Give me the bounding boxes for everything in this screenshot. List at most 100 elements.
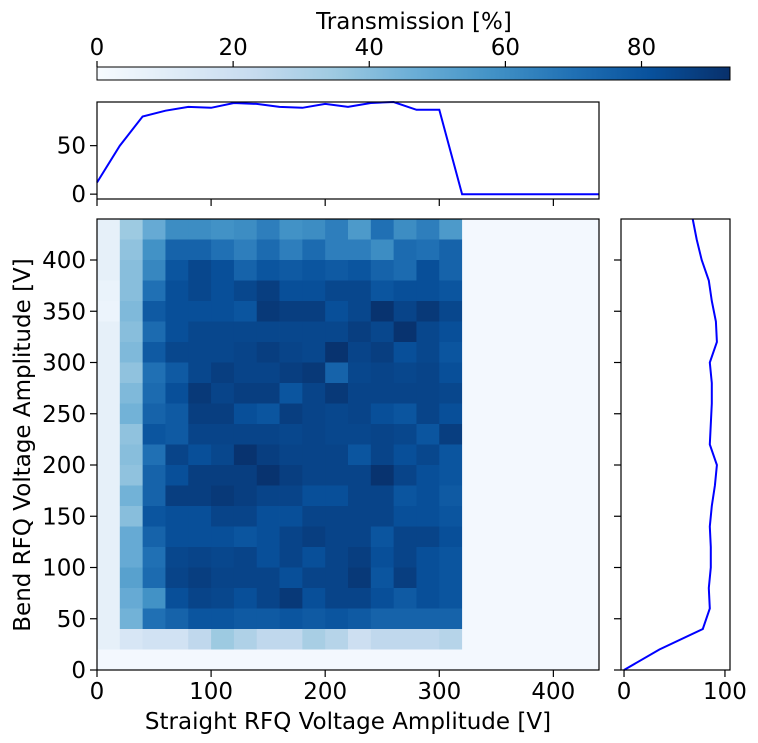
heatmap-cell — [279, 403, 303, 425]
heatmap-cell — [211, 260, 235, 281]
heatmap-cell — [439, 321, 463, 343]
heatmap-cell — [507, 629, 531, 650]
heatmap-cell — [188, 465, 212, 486]
heatmap-cell — [211, 485, 235, 507]
heatmap-cell — [97, 485, 121, 507]
heatmap-cell — [462, 444, 486, 466]
heatmap-cell — [142, 444, 166, 466]
heatmap-cell — [188, 649, 212, 671]
heatmap-cell — [553, 608, 577, 630]
heatmap-cell — [325, 239, 349, 261]
heatmap-cell — [484, 485, 509, 507]
heatmap-cell — [142, 403, 166, 425]
x-tick-label: 0 — [90, 679, 105, 705]
heatmap-cell — [165, 301, 189, 322]
heatmap-cell — [188, 219, 212, 240]
heatmap-cell — [348, 547, 372, 568]
heatmap-cell — [416, 506, 440, 527]
top-plot-frame — [96, 101, 600, 200]
heatmap-cell — [576, 260, 600, 281]
right-marginal-plot: 0 100 — [614, 218, 747, 705]
heatmap-cell — [507, 424, 531, 445]
heatmap-cell — [416, 383, 440, 404]
heatmap-cells — [97, 219, 600, 671]
heatmap-plot: 0 100 200 300 400 0 50 100 150 200 250 300 350 400 St… — [10, 218, 600, 735]
heatmap-cell — [165, 567, 189, 589]
heatmap-cell — [393, 362, 417, 384]
heatmap-cell — [302, 280, 326, 302]
heatmap-cell — [507, 444, 531, 466]
heatmap-cell — [97, 444, 121, 466]
heatmap-cell — [165, 342, 189, 363]
heatmap-cell — [484, 383, 509, 404]
heatmap-cell — [484, 649, 509, 671]
heatmap-cell — [211, 506, 235, 527]
heatmap-cell — [279, 342, 303, 363]
heatmap-cell — [119, 403, 144, 425]
heatmap-cell — [484, 526, 509, 548]
heatmap-cell — [119, 301, 144, 322]
heatmap-cell — [142, 239, 166, 261]
heatmap-cell — [462, 506, 486, 527]
heatmap-cell — [439, 629, 463, 650]
heatmap-cell — [462, 383, 486, 404]
heatmap-cell — [97, 649, 121, 671]
heatmap-cell — [233, 260, 258, 281]
heatmap-cell — [302, 362, 326, 384]
heatmap-cell — [507, 362, 531, 384]
heatmap-cell — [370, 362, 395, 384]
heatmap-cell — [279, 321, 303, 343]
heatmap-cell — [233, 506, 258, 527]
heatmap-cell — [279, 280, 303, 302]
x-axis-label: Straight RFQ Voltage Amplitude [V] — [145, 709, 551, 735]
heatmap-cell — [439, 280, 463, 302]
y-tick-label: 400 — [42, 248, 86, 274]
colorbar-tick-label: 0 — [90, 35, 105, 61]
heatmap-cell — [484, 506, 509, 527]
heatmap-cell — [165, 485, 189, 507]
heatmap-cell — [211, 321, 235, 343]
heatmap-cell — [553, 424, 577, 445]
heatmap-cell — [484, 424, 509, 445]
heatmap-cell — [370, 219, 395, 240]
heatmap-cell — [393, 526, 417, 548]
heatmap-cell — [553, 383, 577, 404]
heatmap-cell — [302, 547, 326, 568]
heatmap-cell — [256, 342, 280, 363]
heatmap-cell — [233, 219, 258, 240]
heatmap-cell — [416, 260, 440, 281]
y-axis-label: Bend RFQ Voltage Amplitude [V] — [10, 258, 36, 631]
heatmap-cell — [325, 649, 349, 671]
heatmap-cell — [233, 547, 258, 568]
heatmap-cell — [165, 260, 189, 281]
heatmap-cell — [325, 588, 349, 609]
heatmap-cell — [142, 608, 166, 630]
heatmap-cell — [484, 465, 509, 486]
heatmap-cell — [370, 567, 395, 589]
heatmap-cell — [348, 567, 372, 589]
heatmap-cell — [530, 239, 554, 261]
heatmap-cell — [484, 608, 509, 630]
heatmap-cell — [142, 567, 166, 589]
heatmap-cell — [507, 260, 531, 281]
heatmap-cell — [348, 444, 372, 466]
heatmap-cell — [416, 567, 440, 589]
heatmap-cell — [211, 629, 235, 650]
heatmap-cell — [393, 342, 417, 363]
heatmap-cell — [507, 219, 531, 240]
heatmap-cell — [97, 465, 121, 486]
heatmap-cell — [142, 465, 166, 486]
heatmap-cell — [348, 608, 372, 630]
heatmap-cell — [576, 588, 600, 609]
y-tick-label: 100 — [42, 556, 86, 582]
heatmap-cell — [325, 608, 349, 630]
heatmap-cell — [256, 301, 280, 322]
heatmap-cell — [188, 342, 212, 363]
heatmap-cell — [484, 280, 509, 302]
heatmap-cell — [484, 588, 509, 609]
heatmap-cell — [256, 608, 280, 630]
heatmap-cell — [416, 608, 440, 630]
heatmap-cell — [142, 547, 166, 568]
heatmap-cell — [348, 342, 372, 363]
heatmap-cell — [325, 383, 349, 404]
